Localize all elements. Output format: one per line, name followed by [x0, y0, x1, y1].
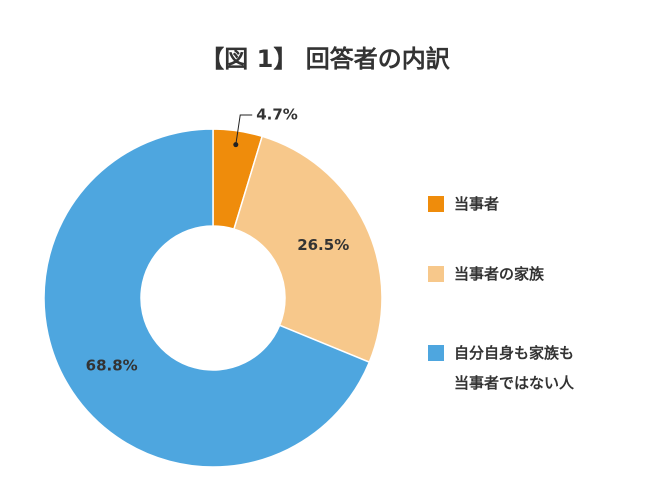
legend-item: 当事者の家族	[428, 259, 544, 289]
data-label: 4.7%	[256, 106, 298, 124]
chart-title: 【図 1】 回答者の内訳	[200, 45, 450, 73]
legend-swatch	[428, 345, 444, 361]
legend-swatch	[428, 196, 444, 212]
donut-slice	[43, 128, 371, 468]
legend-label: 当事者	[454, 195, 500, 213]
legend-swatch	[428, 266, 444, 282]
data-label: 68.8%	[86, 356, 138, 374]
data-label: 26.5%	[297, 236, 349, 254]
legend-label: 自分自身も家族も 当事者ではない人	[454, 344, 575, 392]
legend-item: 自分自身も家族も 当事者ではない人	[428, 338, 574, 398]
legend-label: 当事者の家族	[454, 265, 545, 283]
donut-slice	[233, 135, 383, 364]
legend-item: 当事者	[428, 189, 499, 219]
leader-line	[235, 114, 253, 145]
